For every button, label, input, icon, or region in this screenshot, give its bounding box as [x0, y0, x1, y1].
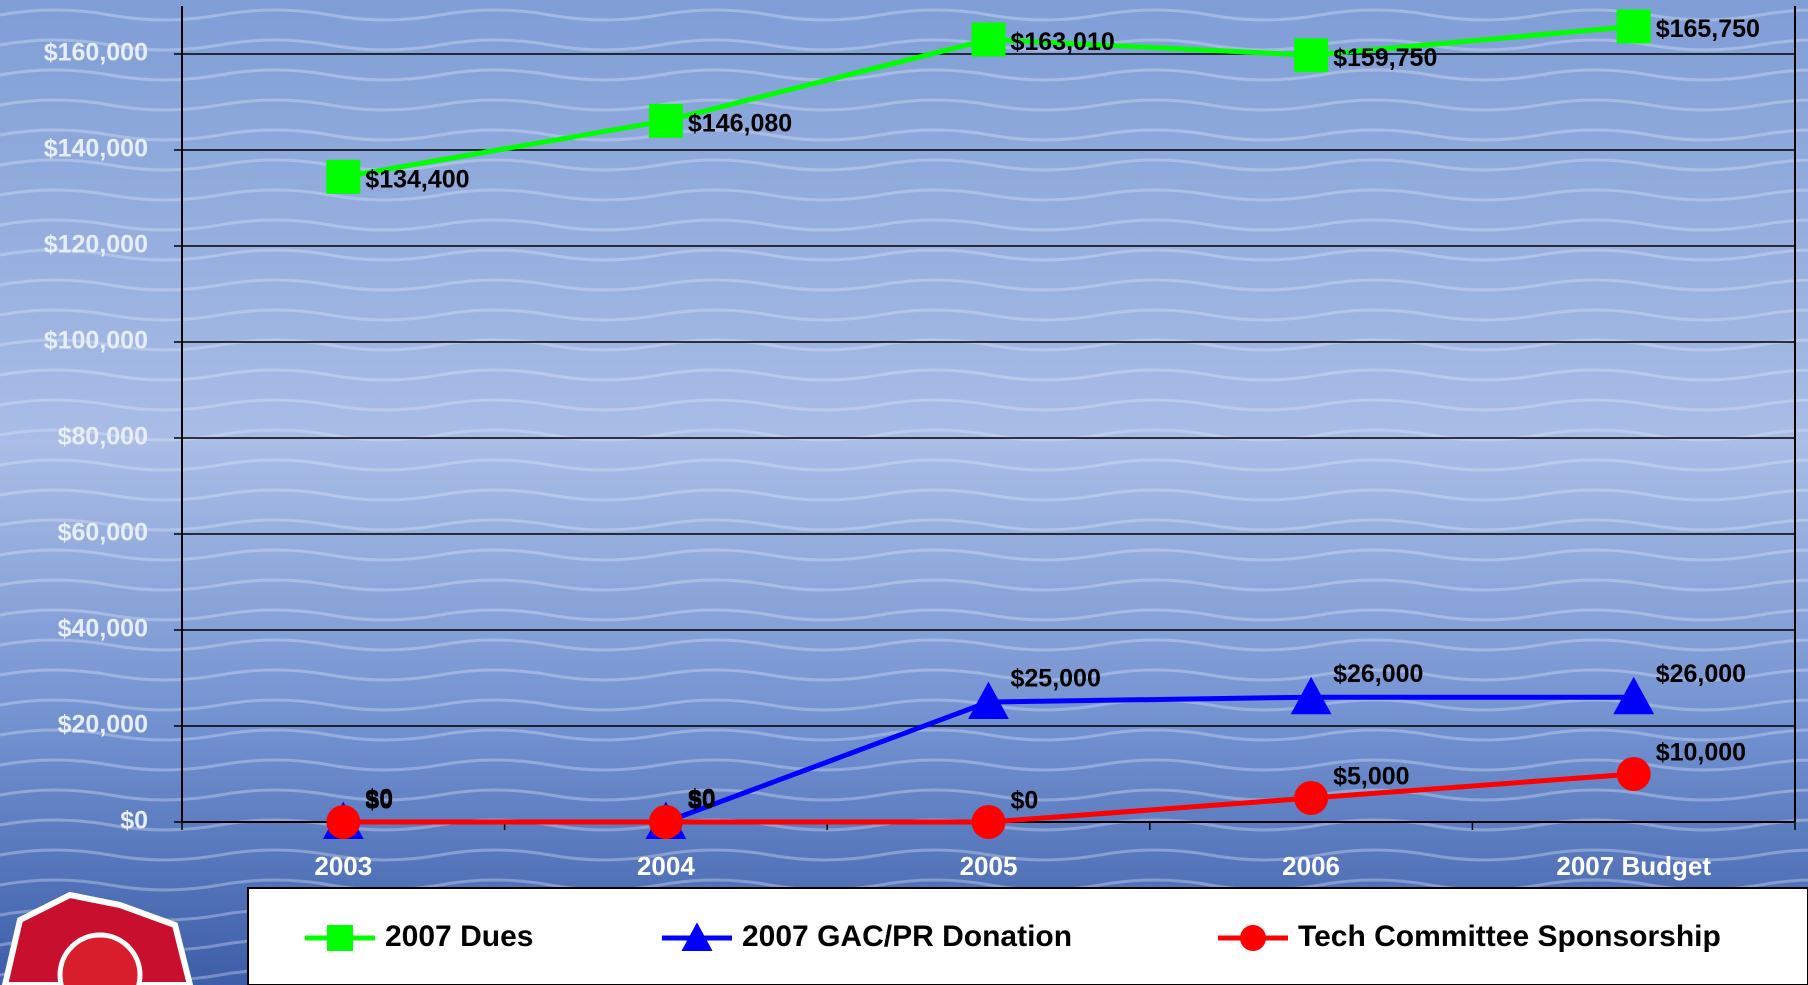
marker [968, 681, 1009, 719]
y-tick-label: $0 [120, 807, 148, 835]
data-label: $0 [688, 787, 716, 815]
data-label: $26,000 [1333, 660, 1423, 688]
data-label: $25,000 [1011, 665, 1101, 693]
x-tick-label: 2006 [1282, 851, 1340, 881]
data-label: $146,080 [688, 109, 792, 137]
data-label: $26,000 [1656, 660, 1746, 688]
legend-label: 2007 Dues [385, 920, 533, 953]
x-tick-label: 2005 [960, 851, 1018, 881]
marker [1240, 925, 1266, 951]
y-tick-label: $160,000 [44, 39, 148, 67]
marker [971, 805, 1006, 839]
legend-label: 2007 GAC/PR Donation [742, 920, 1072, 953]
legend-label: Tech Committee Sponsorship [1298, 920, 1721, 953]
data-label: $134,400 [365, 165, 469, 193]
marker [681, 922, 713, 951]
marker [1294, 38, 1329, 73]
x-tick-label: 2007 Budget [1556, 851, 1711, 881]
marker [971, 22, 1006, 57]
x-tick-label: 2004 [637, 851, 695, 881]
y-tick-label: $20,000 [58, 711, 148, 739]
data-label: $159,750 [1333, 44, 1437, 72]
logo [1, 891, 194, 985]
y-tick-label: $40,000 [58, 615, 148, 643]
data-label: $163,010 [1011, 28, 1115, 56]
marker [1616, 757, 1651, 791]
data-label: $5,000 [1333, 763, 1409, 791]
y-tick-label: $120,000 [44, 231, 148, 259]
legend-box [247, 887, 1808, 985]
y-tick-label: $80,000 [58, 423, 148, 451]
marker [648, 103, 683, 138]
data-label: $0 [365, 785, 393, 813]
marker [1290, 676, 1332, 715]
marker [648, 805, 683, 839]
y-tick-label: $60,000 [58, 519, 148, 547]
marker [326, 805, 361, 839]
data-label: $0 [365, 787, 393, 815]
marker [1613, 676, 1655, 715]
x-tick-label: 2003 [314, 851, 372, 881]
marker [327, 925, 353, 951]
data-label: $0 [1011, 787, 1039, 815]
y-tick-label: $100,000 [44, 327, 148, 355]
y-tick-label: $140,000 [44, 135, 148, 163]
marker [326, 159, 361, 194]
data-label: $0 [688, 785, 716, 813]
marker [1294, 781, 1329, 815]
data-label: $10,000 [1656, 739, 1746, 767]
marker [1616, 9, 1651, 44]
data-label: $165,750 [1656, 15, 1760, 43]
